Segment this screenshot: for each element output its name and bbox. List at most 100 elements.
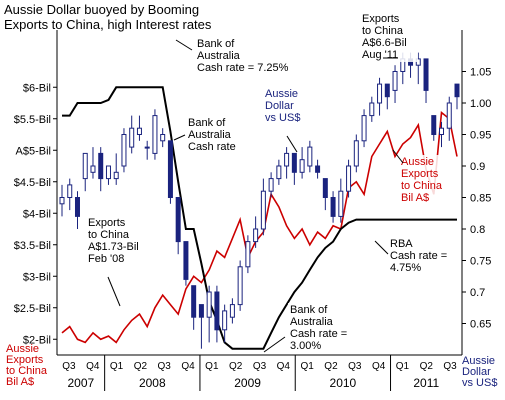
candle-body — [353, 140, 359, 167]
right-tick-label: 0.85 — [470, 193, 491, 205]
left-tick-label: $4.5-Bil — [14, 177, 51, 189]
candle-body — [59, 197, 65, 205]
right-tick-label: 1.05 — [470, 67, 491, 79]
right-axis-label-line: Aussie — [462, 355, 495, 367]
candlesticks — [59, 52, 460, 349]
series-line-0 — [61, 110, 458, 344]
annotation-line: Bil A$ — [401, 192, 429, 204]
annotation-leader — [173, 134, 186, 141]
quarter-label: Q3 — [158, 361, 172, 372]
left-axis-label-line: Exports — [6, 354, 44, 366]
candle-body — [129, 127, 135, 148]
candle-body — [276, 165, 282, 180]
annotation-bg — [388, 237, 458, 275]
series-line-1 — [62, 86, 457, 350]
candle-body — [268, 178, 274, 192]
annotation-bg — [86, 216, 150, 266]
candle-body — [136, 127, 142, 135]
candle-body — [105, 165, 111, 180]
candle-body — [431, 115, 437, 135]
candle-body — [423, 58, 429, 91]
annotation-line: Australia — [188, 129, 232, 141]
quarter-label: Q3 — [443, 361, 457, 372]
right-tick-label: 1.00 — [470, 98, 491, 110]
left-tick-label: $4-Bil — [23, 208, 51, 220]
quarter-label: Q1 — [110, 361, 124, 372]
annotation-line: Aussie — [265, 88, 298, 100]
candle-body — [392, 71, 398, 91]
candle-body — [121, 134, 127, 167]
candle-body — [82, 152, 88, 180]
candle-body — [214, 291, 220, 331]
annotation-line: Bank of — [290, 304, 328, 316]
annotation-line: Dollar — [265, 100, 294, 112]
candle-body — [346, 165, 352, 192]
candle-body — [446, 102, 452, 129]
annotation-leader — [175, 39, 193, 51]
annotation-line: vs US$ — [265, 112, 300, 124]
candle-body — [113, 171, 119, 180]
annotation-line: Bank of — [188, 117, 226, 129]
annotation-line: 3.00% — [290, 340, 321, 352]
annotation-line: Aug '11 — [362, 49, 398, 61]
quarter-label: Q1 — [396, 361, 410, 372]
quarter-label: Q4 — [181, 361, 195, 372]
left-tick-label: $5.5-Bil — [14, 114, 51, 126]
annotation-line: Exports — [362, 13, 400, 25]
candle-body — [191, 285, 197, 318]
candle-body — [245, 241, 251, 268]
annotation-line: RBA — [390, 238, 413, 250]
quarter-label: Q4 — [372, 361, 386, 372]
quarter-label: Q3 — [253, 361, 267, 372]
right-axis-label-line: Dollar — [462, 366, 491, 378]
candle-body — [291, 152, 297, 173]
annotation-line: Aussie — [401, 156, 434, 168]
year-label: 2009 — [234, 376, 261, 390]
candle-body — [315, 165, 321, 173]
annotation-bg — [195, 37, 295, 75]
series-lines — [61, 86, 458, 350]
annotation-line: Cash rate — [188, 141, 236, 153]
candle-body — [175, 197, 181, 243]
year-label: 2007 — [67, 376, 94, 390]
candle-body — [222, 310, 228, 331]
annotation-leader — [263, 336, 286, 353]
annotation-bg — [360, 12, 418, 62]
left-tick-label: A$5-Bil — [16, 145, 51, 157]
annotation-bg — [288, 303, 358, 353]
left-tick-label: $3.5-Bil — [14, 240, 51, 252]
annotation-line: Bank of — [197, 38, 235, 50]
quarter-label: Q2 — [324, 361, 338, 372]
annotation-bg — [399, 155, 451, 205]
annotation-line: 4.75% — [390, 262, 421, 274]
candle-body — [206, 291, 212, 318]
candle-body — [369, 102, 375, 117]
quarter-label: Q4 — [86, 361, 100, 372]
candle-body — [299, 159, 305, 173]
candle-body — [361, 115, 367, 142]
candle-body — [152, 115, 158, 154]
year-label: 2008 — [139, 376, 166, 390]
candle-body — [322, 178, 328, 199]
candle-body — [237, 266, 243, 306]
annotation-line: Cash rate = 7.25% — [197, 62, 289, 74]
candle-body — [284, 152, 290, 167]
left-tick-label: $3-Bil — [23, 271, 51, 283]
annotation-leader — [392, 149, 404, 164]
candle-body — [160, 134, 166, 142]
annotation-line: Cash rate = — [390, 250, 447, 262]
annotation-line: Australia — [290, 316, 334, 328]
annotation-bg — [186, 116, 244, 154]
chart-title-line-1: Aussie Dollar buoyed by Booming — [4, 2, 200, 17]
candle-body — [167, 140, 173, 199]
left-tick-label: $6-Bil — [23, 82, 51, 94]
chart-title-line-2: Exports to China, high Interest rates — [4, 17, 212, 32]
quarter-label: Q1 — [205, 361, 219, 372]
candle-body — [338, 190, 344, 217]
annotation-leader — [374, 240, 389, 255]
